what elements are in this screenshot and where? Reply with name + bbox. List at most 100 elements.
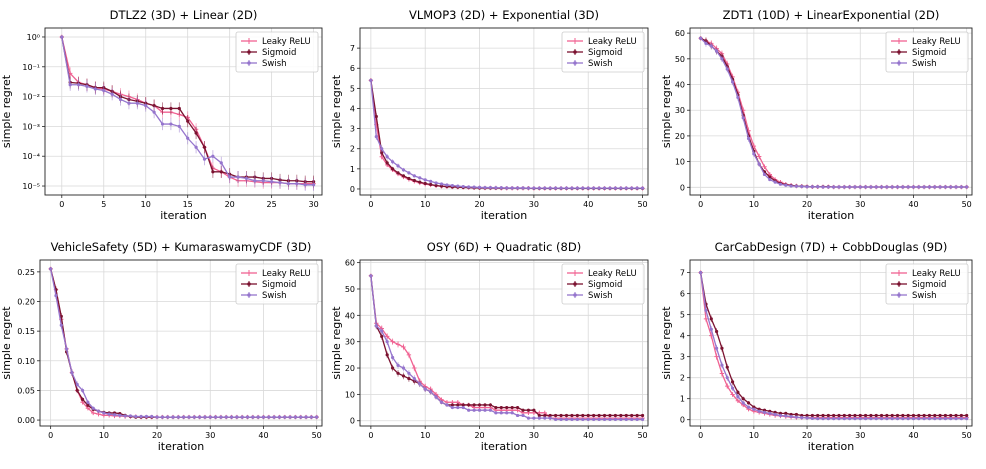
x-axis-label: iteration <box>808 209 854 222</box>
y-tick-label: 30 <box>345 338 355 347</box>
legend-label: Leaky ReLU <box>262 37 311 47</box>
x-tick-label: 50 <box>637 431 647 440</box>
x-tick-label: 50 <box>962 200 972 209</box>
data-point <box>619 413 623 418</box>
data-point <box>211 170 215 174</box>
data-point <box>515 405 520 410</box>
y-tick-label: 4 <box>680 332 685 341</box>
y-tick-label: 2 <box>350 145 355 154</box>
data-point <box>879 185 884 189</box>
data-point <box>299 415 303 419</box>
data-point <box>848 413 852 418</box>
data-point <box>401 168 406 172</box>
data-point <box>719 371 725 376</box>
data-point <box>869 417 873 421</box>
data-point <box>219 415 223 419</box>
data-point <box>741 397 745 401</box>
data-point <box>406 352 412 358</box>
legend-marker <box>573 271 577 275</box>
data-point <box>380 334 384 339</box>
x-axis-label: iteration <box>808 440 854 453</box>
data-point <box>735 398 741 403</box>
data-point <box>885 413 889 418</box>
data-point <box>938 413 942 418</box>
data-point <box>537 416 541 420</box>
data-point <box>554 186 558 190</box>
data-point <box>160 415 164 419</box>
data-point <box>597 413 601 418</box>
data-point <box>532 186 536 190</box>
x-tick-label: 20 <box>802 431 812 440</box>
data-point <box>521 408 525 412</box>
data-point <box>477 403 482 407</box>
y-tick-label: 4 <box>350 104 355 113</box>
data-point <box>85 84 89 88</box>
data-point <box>630 413 634 418</box>
y-tick-label: 6 <box>350 64 355 73</box>
data-point <box>826 185 830 189</box>
data-point <box>768 175 772 179</box>
data-point <box>810 185 814 189</box>
data-point <box>794 415 799 419</box>
data-point <box>858 417 862 421</box>
data-point <box>526 408 531 412</box>
data-point <box>581 186 585 190</box>
data-point <box>483 408 487 412</box>
x-tick-label: 40 <box>908 200 918 209</box>
data-point <box>927 417 932 421</box>
data-point <box>211 154 215 158</box>
data-point <box>391 160 395 164</box>
data-point <box>816 413 820 418</box>
data-point <box>730 392 735 397</box>
legend-marker <box>897 50 901 54</box>
y-tick-label: 50 <box>345 285 355 294</box>
data-point <box>559 186 563 190</box>
data-point <box>118 413 122 417</box>
data-point <box>86 400 90 404</box>
legend-box <box>885 263 969 305</box>
data-point <box>863 185 868 189</box>
data-point <box>384 334 390 339</box>
data-point <box>635 413 639 418</box>
data-point <box>943 185 947 189</box>
legend-label: Sigmoid <box>588 280 622 290</box>
data-point <box>853 417 857 421</box>
legend-marker <box>573 61 577 65</box>
x-tick-label: 30 <box>529 431 539 440</box>
data-point <box>821 417 825 421</box>
legend-label: Sigmoid <box>912 280 946 290</box>
legend-marker <box>247 293 251 297</box>
data-point <box>396 164 400 168</box>
data-point <box>309 415 313 419</box>
data-point <box>959 413 963 418</box>
data-point <box>559 413 563 418</box>
data-point <box>949 185 953 189</box>
data-point <box>613 413 617 418</box>
axes-frame <box>39 259 323 427</box>
data-point <box>602 413 607 418</box>
series-line <box>370 80 643 189</box>
data-point <box>228 175 232 179</box>
data-point <box>461 405 465 410</box>
data-point <box>407 376 411 381</box>
axes-frame <box>44 27 323 196</box>
data-point <box>613 417 617 422</box>
data-point <box>439 400 444 404</box>
data-point <box>933 185 937 189</box>
chart-svg: 0 10 20 30 40 50 0 10 20 30 40 50 60 OSY (6D) + Quadr… <box>330 240 649 453</box>
data-point <box>401 374 406 378</box>
data-point <box>537 413 541 418</box>
data-point <box>253 179 257 183</box>
y-tick-label: 10⁻² <box>22 93 40 102</box>
legend-marker <box>573 50 577 54</box>
data-point <box>315 415 319 419</box>
data-point <box>816 185 820 189</box>
data-point <box>842 417 846 421</box>
data-point <box>746 136 751 141</box>
data-point <box>922 417 926 421</box>
data-point <box>208 415 212 419</box>
data-point <box>709 317 713 321</box>
data-point <box>725 383 730 389</box>
